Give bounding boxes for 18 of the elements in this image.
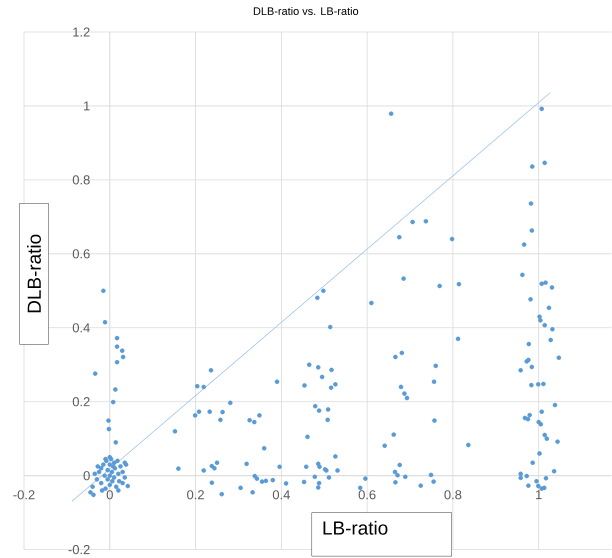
x-tick-label: -0.2 [13, 490, 34, 500]
y-axis-title: DLB-ratio [27, 234, 41, 312]
y-tick-label: 0 [84, 471, 90, 480]
y-tick-label: 0.6 [72, 249, 90, 259]
x-tick-label: 0.6 [358, 490, 376, 500]
x-tick-label: 0.4 [272, 490, 290, 500]
x-axis-title: LB-ratio [324, 521, 388, 535]
x-tick-label: 0.8 [444, 490, 462, 500]
y-tick-label: 0.2 [72, 397, 90, 407]
y-tick-label: -0.2 [68, 545, 90, 554]
x-tick-label: 1 [536, 490, 542, 500]
y-tick-label: 0.8 [72, 176, 90, 185]
x-tick-label: 0.2 [187, 490, 204, 500]
y-tick-label: 1 [84, 102, 90, 111]
chart-title: DLB-ratio vs. LB-ratio [254, 7, 358, 16]
y-tick-label: 0.4 [72, 323, 90, 333]
y-tick-label: 1.2 [73, 28, 90, 37]
x-tick-label: 0 [106, 490, 113, 500]
